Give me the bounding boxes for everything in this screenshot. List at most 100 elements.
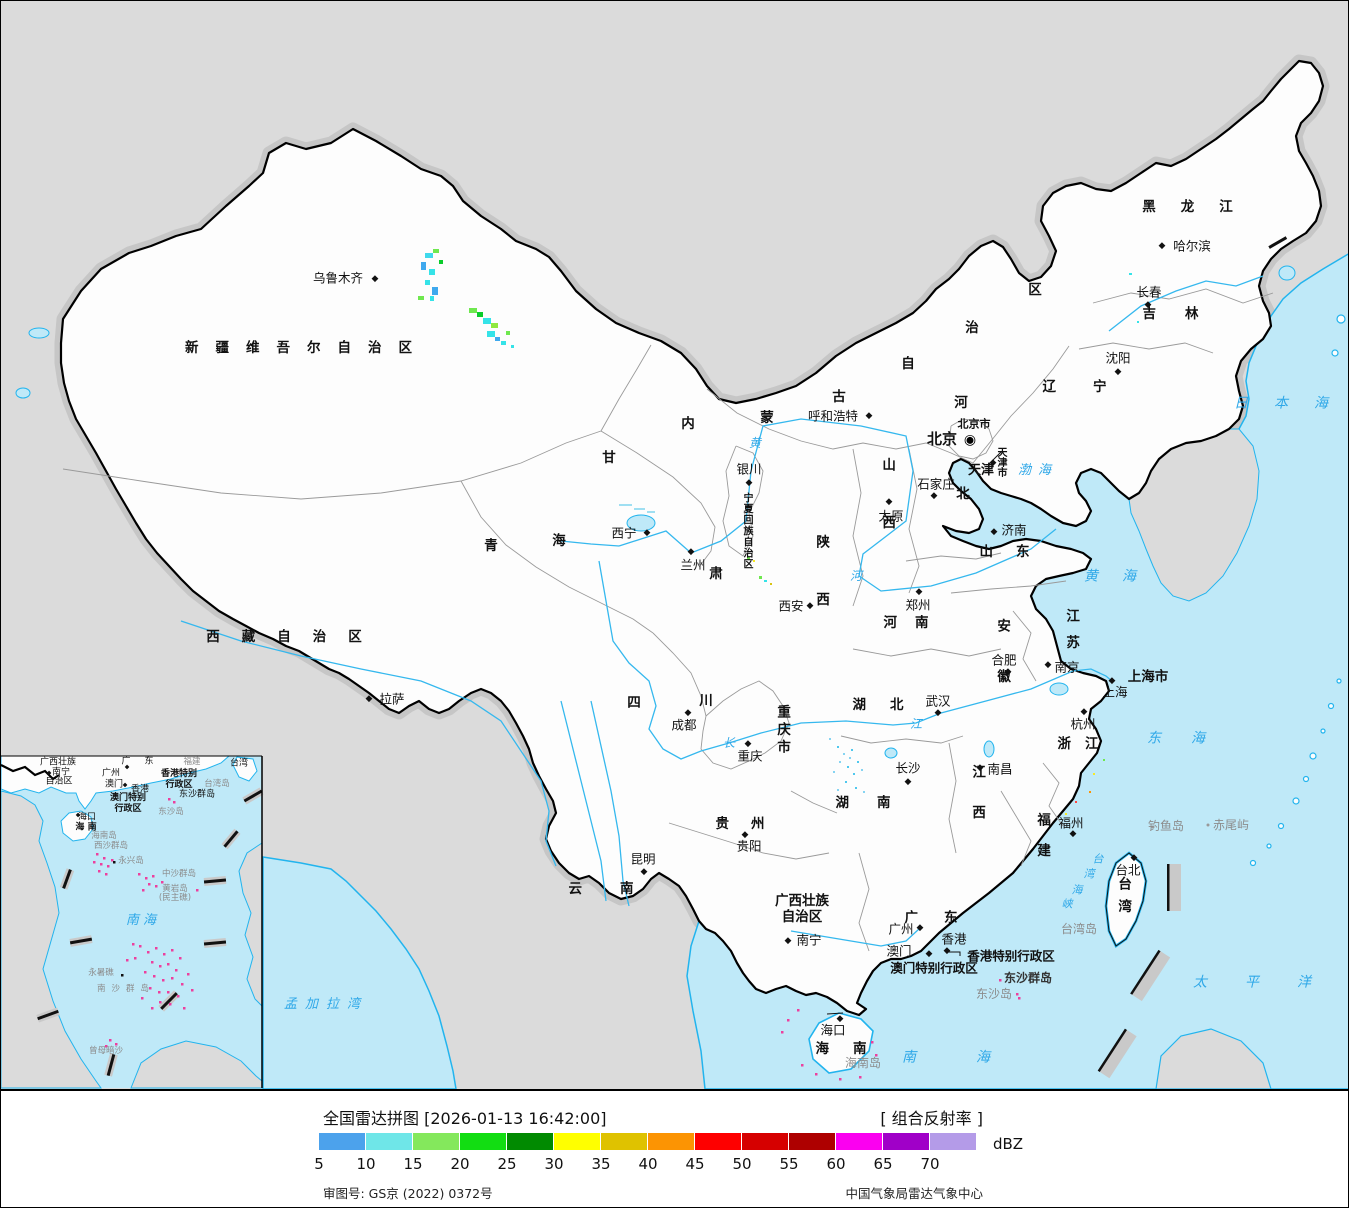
inset-reef-marker: [138, 873, 141, 876]
radar-echo: [833, 771, 835, 773]
colorbar-tick: 25: [497, 1155, 517, 1173]
radar-echo: [861, 769, 863, 771]
south-china-sea-inset: [1, 755, 264, 1089]
radar-echo: [770, 583, 772, 585]
radar-echo: [1089, 791, 1091, 793]
reef-marker: [815, 1073, 818, 1076]
colorbar-cell-15: [413, 1133, 459, 1150]
radar-echo: [1103, 759, 1105, 761]
inset-reef-marker: [107, 865, 110, 868]
colorbar-cell-35: [601, 1133, 647, 1150]
inset-reef-marker: [141, 997, 144, 1000]
inset-reef-marker: [105, 1045, 108, 1048]
colorbar-tick: 10: [356, 1155, 376, 1173]
radar-echo: [491, 323, 498, 328]
legend-panel: 全国雷达拼图 [2026-01-13 16:42:00] [ 组合反射率 ] d…: [1, 1089, 1348, 1207]
colorbar-cell-65: [883, 1133, 929, 1150]
radar-echo: [421, 262, 426, 270]
reef-marker: [781, 1031, 784, 1034]
radar-echo: [849, 757, 851, 759]
inset-reef-marker: [183, 1007, 186, 1010]
colorbar-cell-10: [366, 1133, 412, 1150]
dbz-unit-label: dBZ: [993, 1135, 1024, 1153]
colorbar-tick: 35: [591, 1155, 611, 1173]
map-approval-number: 审图号: GS京 (2022) 0372号: [323, 1186, 493, 1201]
radar-echo: [851, 749, 853, 751]
radar-echo: [477, 312, 483, 317]
haikou-leader-line: [826, 1012, 844, 1015]
inset-reef-marker: [177, 995, 180, 998]
colorbar-tick: 15: [403, 1155, 423, 1173]
hk-leader-line: [948, 951, 961, 956]
tianjin-leader-line: [987, 451, 1002, 466]
radar-echo: [843, 753, 845, 755]
radar-echo: [430, 296, 434, 301]
radar-echo: [418, 296, 424, 300]
inset-reef-marker: [142, 889, 145, 892]
reef-marker: [1018, 997, 1021, 1000]
colorbar-tick: 20: [450, 1155, 470, 1173]
colorbar-tick: 50: [732, 1155, 752, 1173]
inset-reef-marker: [148, 883, 151, 886]
colorbar-ticks: 5 10 15 20 25 30 35 40 45 50 55 60 65 70: [1, 1155, 1348, 1173]
taiwan-outline: [1105, 852, 1147, 947]
radar-echo: [487, 331, 495, 337]
radar-echo: [855, 787, 857, 789]
colorbar-cell-45: [695, 1133, 741, 1150]
map-area: 黑龙江 吉林 辽宁 新疆维吾尔自治区 西藏自治区青海甘肃内蒙古自治区宁夏回族自治区 陕西山…: [1, 1, 1348, 1089]
reef-marker: [871, 1041, 874, 1044]
radar-echo: [432, 287, 438, 295]
island-marker-layer: [781, 979, 1021, 1081]
inset-reef-marker: [158, 991, 161, 994]
hainan-island: [808, 1012, 874, 1074]
radar-echo: [837, 789, 839, 791]
colorbar-tick: 30: [544, 1155, 564, 1173]
radar-echo: [1065, 813, 1067, 815]
rivers: [180, 275, 1264, 947]
inset-reef-marker: [145, 877, 148, 880]
china-map: [1, 1, 1348, 1089]
colorbar-cell-25: [507, 1133, 553, 1150]
colorbar-cell-50: [742, 1133, 788, 1150]
inset-reef-marker: [167, 991, 170, 994]
inset-reef-marker: [159, 965, 162, 968]
inset-reef-marker: [191, 989, 194, 992]
radar-echo: [425, 253, 433, 258]
inset-reef-marker: [169, 1003, 172, 1006]
product-label: [ 组合反射率 ]: [880, 1109, 983, 1128]
inset-reef-marker: [155, 885, 158, 888]
producer-credit: 中国气象局雷达气象中心: [845, 1186, 983, 1201]
radar-echo: [747, 557, 750, 560]
colorbar-tick: 65: [873, 1155, 893, 1173]
luzon-island: [1155, 1028, 1272, 1089]
radar-echo: [753, 560, 755, 562]
lakes: [15, 265, 1296, 759]
radar-echo: [495, 337, 500, 341]
radar-echo: [429, 269, 435, 275]
radar-echo: [1093, 773, 1095, 775]
inset-reef-marker: [111, 859, 114, 862]
inset-reef-marker: [187, 973, 190, 976]
inset-reef-marker: [179, 957, 182, 960]
inset-reef-marker: [126, 959, 129, 962]
reef-marker: [1016, 993, 1019, 996]
reef-marker: [839, 1078, 842, 1081]
colorbar-tick: 55: [779, 1155, 799, 1173]
colorbar-cell-20: [460, 1133, 506, 1150]
inset-reef-marker: [144, 971, 147, 974]
inset-reef-marker: [167, 963, 170, 966]
reef-marker: [787, 1019, 790, 1022]
radar-echo: [425, 280, 430, 285]
boundary-bars: [1097, 236, 1288, 1079]
reef-marker: [999, 979, 1002, 982]
radar-echo: [839, 761, 841, 763]
colorbar-cell-30: [554, 1133, 600, 1150]
inset-reef-marker: [171, 949, 174, 952]
inset-reef-marker: [159, 1001, 162, 1004]
radar-echo: [857, 761, 859, 763]
province-boundaries: [62, 288, 1274, 952]
colorbar-cell-5: [319, 1133, 365, 1150]
inset-reef-marker: [162, 979, 165, 982]
inset-reef-marker: [147, 951, 150, 954]
